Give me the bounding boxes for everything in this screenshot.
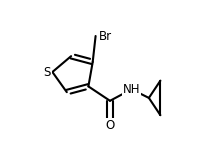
Text: Br: Br	[99, 30, 112, 42]
Text: O: O	[105, 119, 115, 132]
Text: NH: NH	[123, 83, 140, 96]
Text: S: S	[44, 66, 51, 78]
